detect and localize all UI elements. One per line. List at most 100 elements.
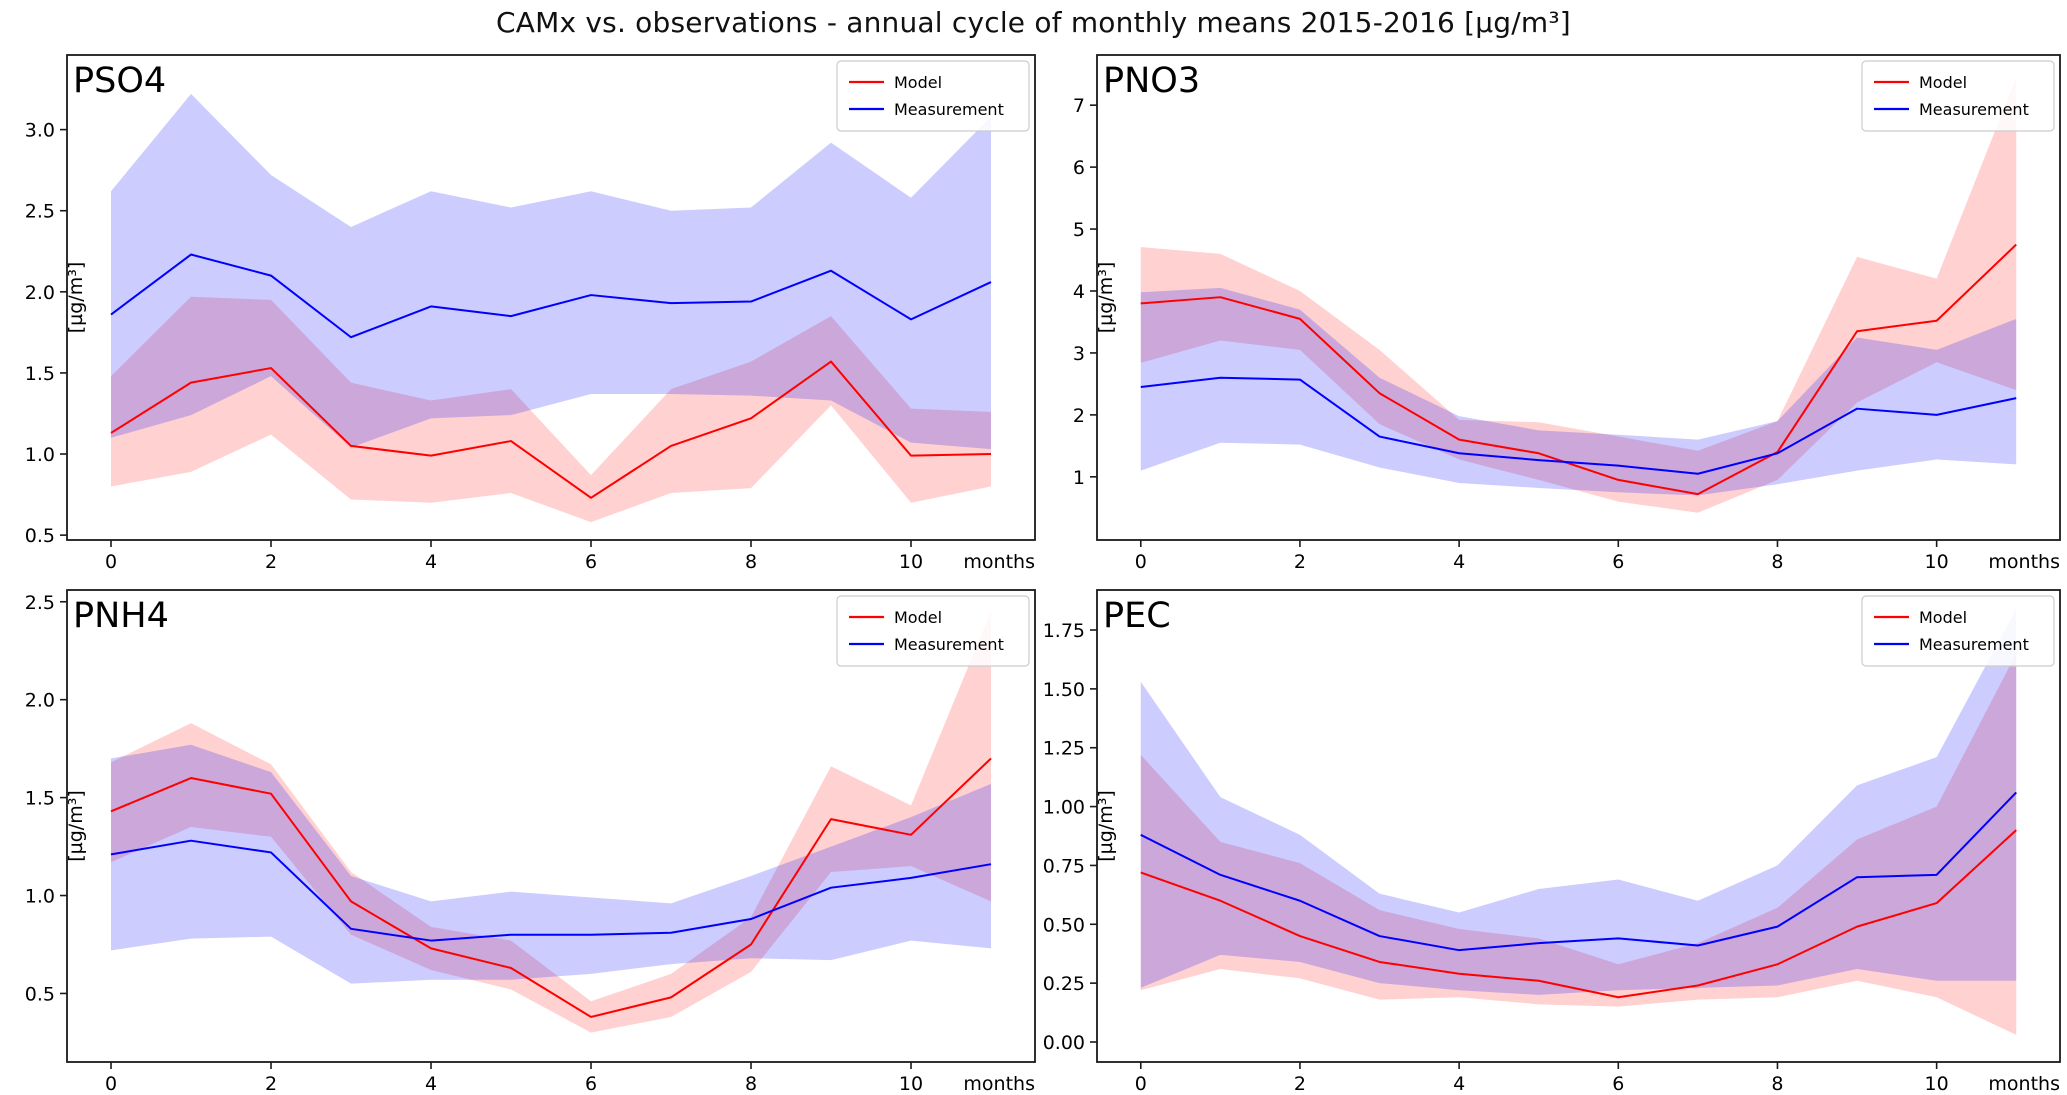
- y-tick-label: 0.75: [1043, 855, 1085, 877]
- y-tick-label: 0.50: [1043, 914, 1085, 936]
- chart-pso4: 0.5 1.0 1.5 2.0 2.5 3.0 0 2 4 6 8 10 months PSO4 [µg/m…: [25, 54, 1036, 573]
- y-tick-label: 2.0: [25, 282, 55, 304]
- y-tick-label: 0.5: [25, 525, 55, 547]
- y-tick-label: 1.5: [25, 363, 55, 385]
- y-tick-label: 0.25: [1043, 973, 1085, 995]
- model-line: [110, 757, 992, 1018]
- y-tick-label: 4: [1073, 281, 1085, 303]
- x-tick-label: 8: [745, 1073, 757, 1095]
- legend-box: [836, 595, 1030, 667]
- x-tick-label: 0: [1135, 551, 1147, 573]
- y-axis-label: [µg/m³]: [1095, 262, 1117, 334]
- x-axis-unit-label: months: [1988, 1073, 2060, 1095]
- axes-box: [1096, 54, 2061, 541]
- axes-box: [1096, 589, 2061, 1063]
- x-tick-label: 8: [1771, 551, 1783, 573]
- plot-area: [1140, 77, 2017, 513]
- legend: Model Measurement: [836, 595, 1030, 667]
- model-band: [111, 611, 991, 1033]
- model-line: [1140, 243, 2017, 496]
- x-tick-label: 6: [585, 551, 597, 573]
- legend-label: Measurement: [894, 635, 1004, 654]
- y-tick-label: 6: [1073, 157, 1085, 179]
- x-tick-label: 6: [585, 1073, 597, 1095]
- panel-title: PNH4: [73, 596, 169, 636]
- x-tick-label: 6: [1612, 551, 1624, 573]
- figure-title: CAMx vs. observations - annual cycle of …: [496, 6, 1571, 39]
- chart-pec: 0.00 0.25 0.50 0.75 1.00 1.25 1.50 1.75 0 2 4 6 8 10 m…: [1043, 589, 2061, 1095]
- measurement-band: [1140, 287, 2017, 496]
- legend-label: Model: [1919, 73, 1967, 92]
- panel-title: PNO3: [1103, 61, 1200, 101]
- y-tick-label: 1.5: [25, 788, 55, 810]
- axes-box: [66, 54, 1036, 541]
- y-tick-label: 1.00: [1043, 797, 1085, 819]
- x-tick-label: 4: [425, 551, 437, 573]
- x-tick-label: 2: [1294, 1073, 1306, 1095]
- y-axis-label: [µg/m³]: [1095, 790, 1117, 862]
- x-tick-label: 6: [1612, 1073, 1624, 1095]
- x-axis-unit-label: months: [963, 1073, 1035, 1095]
- model-band: [1140, 77, 2017, 513]
- measurement-band: [111, 744, 991, 984]
- x-tick-label: 4: [1453, 1073, 1465, 1095]
- legend: Model Measurement: [836, 60, 1030, 132]
- y-tick-label: 0.5: [25, 983, 55, 1005]
- y-tick-label: 1.0: [25, 886, 55, 908]
- legend-label: Model: [1919, 608, 1967, 627]
- measurement-line: [110, 253, 992, 339]
- y-tick-label: 1.50: [1043, 679, 1085, 701]
- measurement-line: [1140, 376, 2017, 475]
- measurement-line: [1140, 791, 2017, 952]
- measurement-band: [1140, 608, 2017, 995]
- y-tick-label: 2.5: [25, 592, 55, 614]
- y-axis-label: [µg/m³]: [65, 262, 87, 334]
- legend-label: Model: [894, 608, 942, 627]
- y-tick-label: 2.0: [25, 690, 55, 712]
- chart-pnh4: 0.5 1.0 1.5 2.0 2.5 0 2 4 6 8 10 months PNH4 [µg/m³] M…: [25, 589, 1036, 1095]
- x-tick-label: 0: [1135, 1073, 1147, 1095]
- legend-label: Model: [894, 73, 942, 92]
- x-tick-label: 10: [1925, 551, 1949, 573]
- legend-box: [1861, 595, 2055, 667]
- x-axis-unit-label: months: [1988, 551, 2060, 573]
- legend: Model Measurement: [1861, 60, 2055, 132]
- y-tick-label: 1.25: [1043, 738, 1085, 760]
- x-tick-label: 0: [105, 551, 117, 573]
- legend-box: [836, 60, 1030, 132]
- plot-area: [1140, 608, 2017, 1035]
- x-tick-label: 10: [899, 1073, 923, 1095]
- y-tick-label: 3.0: [25, 120, 55, 142]
- x-tick-label: 8: [745, 551, 757, 573]
- legend: Model Measurement: [1861, 595, 2055, 667]
- y-tick-label: 1.0: [25, 444, 55, 466]
- model-band: [1140, 653, 2017, 1035]
- legend-label: Measurement: [1919, 100, 2029, 119]
- model-line: [1140, 829, 2017, 999]
- model-line: [110, 360, 992, 499]
- x-tick-label: 10: [899, 551, 923, 573]
- x-tick-label: 4: [425, 1073, 437, 1095]
- plot-area: [110, 611, 992, 1033]
- measurement-band: [111, 93, 991, 450]
- model-band: [111, 296, 991, 523]
- y-tick-label: 0.00: [1043, 1032, 1085, 1054]
- x-tick-label: 4: [1453, 551, 1465, 573]
- x-tick-label: 10: [1925, 1073, 1949, 1095]
- x-tick-label: 2: [1294, 551, 1306, 573]
- y-tick-label: 2: [1073, 405, 1085, 427]
- legend-label: Measurement: [894, 100, 1004, 119]
- y-tick-label: 1.75: [1043, 620, 1085, 642]
- axes-box: [66, 589, 1036, 1063]
- y-tick-label: 2.5: [25, 201, 55, 223]
- legend-box: [1861, 60, 2055, 132]
- x-tick-label: 2: [265, 551, 277, 573]
- x-axis-unit-label: months: [963, 551, 1035, 573]
- chart-pno3: 1 2 3 4 5 6 7 0 2 4 6 8 10 months PNO3 [µg/m³] Model Meas…: [1073, 54, 2061, 573]
- panel-title: PEC: [1103, 596, 1171, 636]
- plot-area: [110, 93, 992, 523]
- y-tick-label: 3: [1073, 343, 1085, 365]
- y-tick-label: 1: [1073, 467, 1085, 489]
